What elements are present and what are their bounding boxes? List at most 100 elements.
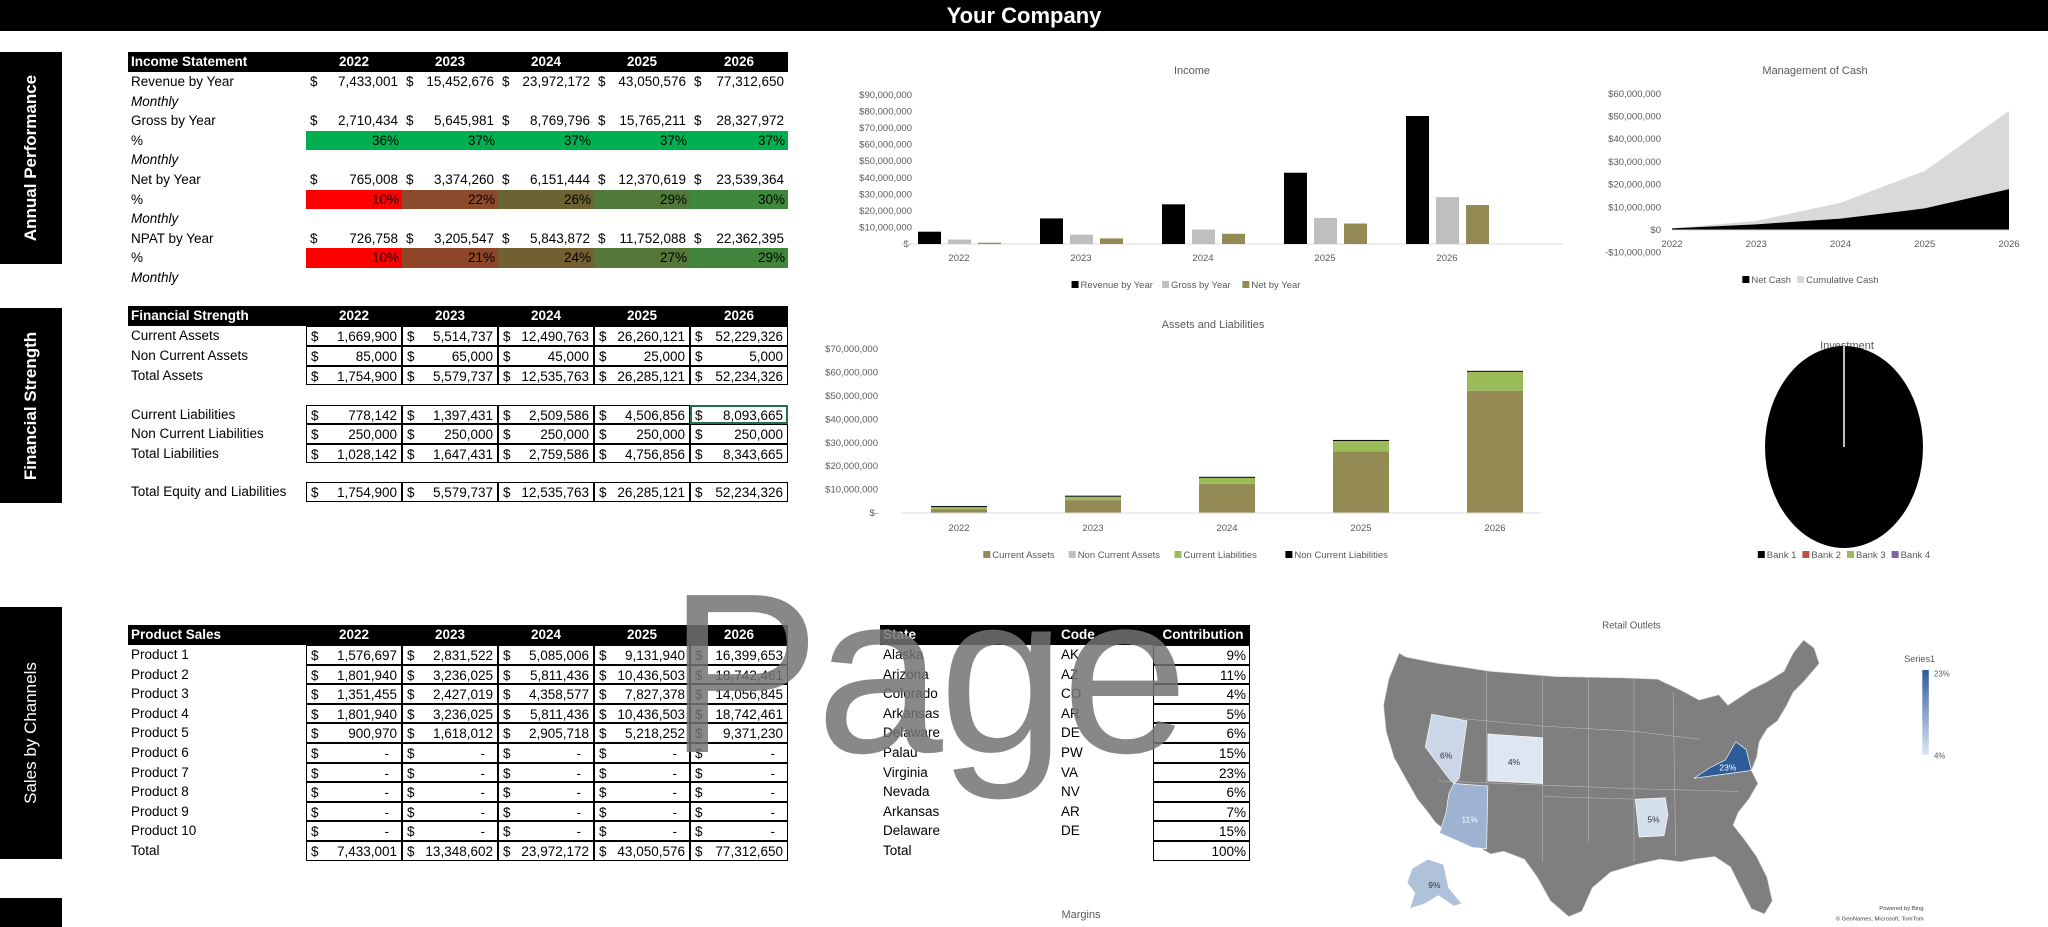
money-cell[interactable]: $5,579,737 [402, 365, 498, 386]
state-arizona[interactable] [1439, 783, 1489, 850]
money-cell[interactable]: $900,970 [306, 723, 402, 743]
money-cell[interactable]: $250,000 [402, 424, 498, 444]
money-cell[interactable]: $43,050,576 [594, 841, 690, 861]
money-cell[interactable]: $23,972,172 [498, 72, 594, 92]
money-cell[interactable]: $12,535,763 [498, 482, 594, 502]
money-cell[interactable]: $ - [498, 821, 594, 841]
income-chart[interactable]: Income$-$10,000,000$20,000,000$30,000,00… [820, 55, 1580, 300]
money-cell[interactable]: $1,754,900 [306, 365, 402, 386]
money-cell[interactable]: $778,142 [306, 404, 402, 425]
money-cell[interactable]: $23,972,172 [498, 841, 594, 861]
money-cell[interactable]: $2,831,522 [402, 645, 498, 665]
money-cell[interactable]: $26,285,121 [594, 365, 690, 386]
state-contribution[interactable]: 15% [1153, 743, 1250, 763]
money-cell[interactable]: $1,397,431 [402, 404, 498, 425]
money-cell[interactable]: $ - [498, 782, 594, 802]
money-cell[interactable]: $5,811,436 [498, 703, 594, 724]
money-cell[interactable]: $5,085,006 [498, 645, 594, 665]
money-cell[interactable]: $ - [594, 821, 690, 841]
money-cell[interactable]: $2,759,586 [498, 443, 594, 464]
money-cell[interactable]: $5,579,737 [402, 482, 498, 502]
money-cell[interactable]: $23,539,364 [690, 170, 788, 190]
money-cell[interactable]: $65,000 [402, 346, 498, 366]
money-cell[interactable]: $28,327,972 [690, 111, 788, 131]
money-cell[interactable]: $12,535,763 [498, 365, 594, 386]
money-cell[interactable]: $ - [594, 801, 690, 822]
percent-cell[interactable]: 37% [498, 130, 594, 151]
money-cell[interactable]: $14,056,845 [690, 684, 788, 704]
money-cell[interactable]: $ - [402, 801, 498, 822]
money-cell[interactable]: $250,000 [594, 424, 690, 444]
percent-cell[interactable]: 29% [690, 248, 788, 268]
money-cell[interactable]: $1,801,940 [306, 703, 402, 724]
percent-cell[interactable]: 22% [402, 189, 498, 210]
state-contribution[interactable]: 23% [1153, 762, 1250, 783]
money-cell[interactable]: $726,758 [306, 229, 402, 249]
money-cell[interactable]: $7,433,001 [306, 72, 402, 92]
money-cell[interactable]: $5,218,252 [594, 723, 690, 743]
money-cell[interactable]: $1,647,431 [402, 443, 498, 464]
state-contribution[interactable]: 4% [1153, 684, 1250, 704]
money-cell[interactable]: $9,131,940 [594, 645, 690, 665]
money-cell[interactable]: $26,260,121 [594, 326, 690, 346]
money-cell[interactable]: $ - [306, 762, 402, 783]
money-cell[interactable]: $ - [402, 743, 498, 763]
money-cell[interactable]: $250,000 [306, 424, 402, 444]
money-cell[interactable]: $1,669,900 [306, 326, 402, 346]
money-cell[interactable]: $ - [498, 743, 594, 763]
money-cell[interactable]: $8,093,665 [690, 404, 788, 425]
money-cell[interactable]: $45,000 [498, 346, 594, 366]
money-cell[interactable]: $250,000 [690, 424, 788, 444]
money-cell[interactable]: $2,905,718 [498, 723, 594, 743]
money-cell[interactable]: $77,312,650 [690, 841, 788, 861]
state-contribution[interactable]: 100% [1153, 841, 1250, 861]
money-cell[interactable]: $ - [402, 762, 498, 783]
percent-cell[interactable]: 37% [690, 130, 788, 151]
money-cell[interactable]: $5,645,981 [402, 111, 498, 131]
money-cell[interactable]: $77,312,650 [690, 72, 788, 92]
money-cell[interactable]: $5,843,872 [498, 229, 594, 249]
money-cell[interactable]: $ - [306, 801, 402, 822]
money-cell[interactable]: $13,348,602 [402, 841, 498, 861]
money-cell[interactable]: $5,811,436 [498, 664, 594, 685]
money-cell[interactable]: $6,151,444 [498, 170, 594, 190]
state-contribution[interactable]: 6% [1153, 723, 1250, 743]
money-cell[interactable]: $52,229,326 [690, 326, 788, 346]
money-cell[interactable]: $ - [690, 821, 788, 841]
money-cell[interactable]: $12,370,619 [594, 170, 690, 190]
assets-liabilities-chart[interactable]: Assets and Liabilities $- $10,000,000 $20,0… [820, 310, 1570, 570]
state-virginia[interactable] [1693, 741, 1752, 779]
percent-cell[interactable]: 10% [306, 189, 402, 210]
percent-cell[interactable]: 27% [594, 248, 690, 268]
money-cell[interactable]: $3,205,547 [402, 229, 498, 249]
management-of-cash-chart[interactable]: Management of Cash -$10,000,000 $0 $10,000,… [1580, 55, 2040, 295]
money-cell[interactable]: $ - [690, 743, 788, 763]
money-cell[interactable]: $ - [690, 801, 788, 822]
money-cell[interactable]: $3,236,025 [402, 703, 498, 724]
money-cell[interactable]: $ - [306, 821, 402, 841]
money-cell[interactable]: $ - [594, 743, 690, 763]
money-cell[interactable]: $15,765,211 [594, 111, 690, 131]
money-cell[interactable]: $7,433,001 [306, 841, 402, 861]
state-colorado[interactable] [1487, 733, 1543, 784]
money-cell[interactable]: $10,436,503 [594, 664, 690, 685]
money-cell[interactable]: $5,514,737 [402, 326, 498, 346]
money-cell[interactable]: $15,452,676 [402, 72, 498, 92]
money-cell[interactable]: $1,351,455 [306, 684, 402, 704]
money-cell[interactable]: $10,436,503 [594, 703, 690, 724]
money-cell[interactable]: $9,371,230 [690, 723, 788, 743]
money-cell[interactable]: $4,506,856 [594, 404, 690, 425]
money-cell[interactable]: $85,000 [306, 346, 402, 366]
money-cell[interactable]: $1,801,940 [306, 664, 402, 685]
state-contribution[interactable]: 11% [1153, 664, 1250, 685]
money-cell[interactable]: $26,285,121 [594, 482, 690, 502]
money-cell[interactable]: $1,754,900 [306, 482, 402, 502]
money-cell[interactable]: $ - [594, 762, 690, 783]
money-cell[interactable]: $ - [498, 762, 594, 783]
percent-cell[interactable]: 29% [594, 189, 690, 210]
money-cell[interactable]: $1,576,697 [306, 645, 402, 665]
money-cell[interactable]: $ - [498, 801, 594, 822]
state-contribution[interactable]: 15% [1153, 821, 1250, 841]
percent-cell[interactable]: 37% [594, 130, 690, 151]
state-alaska[interactable] [1406, 858, 1463, 910]
